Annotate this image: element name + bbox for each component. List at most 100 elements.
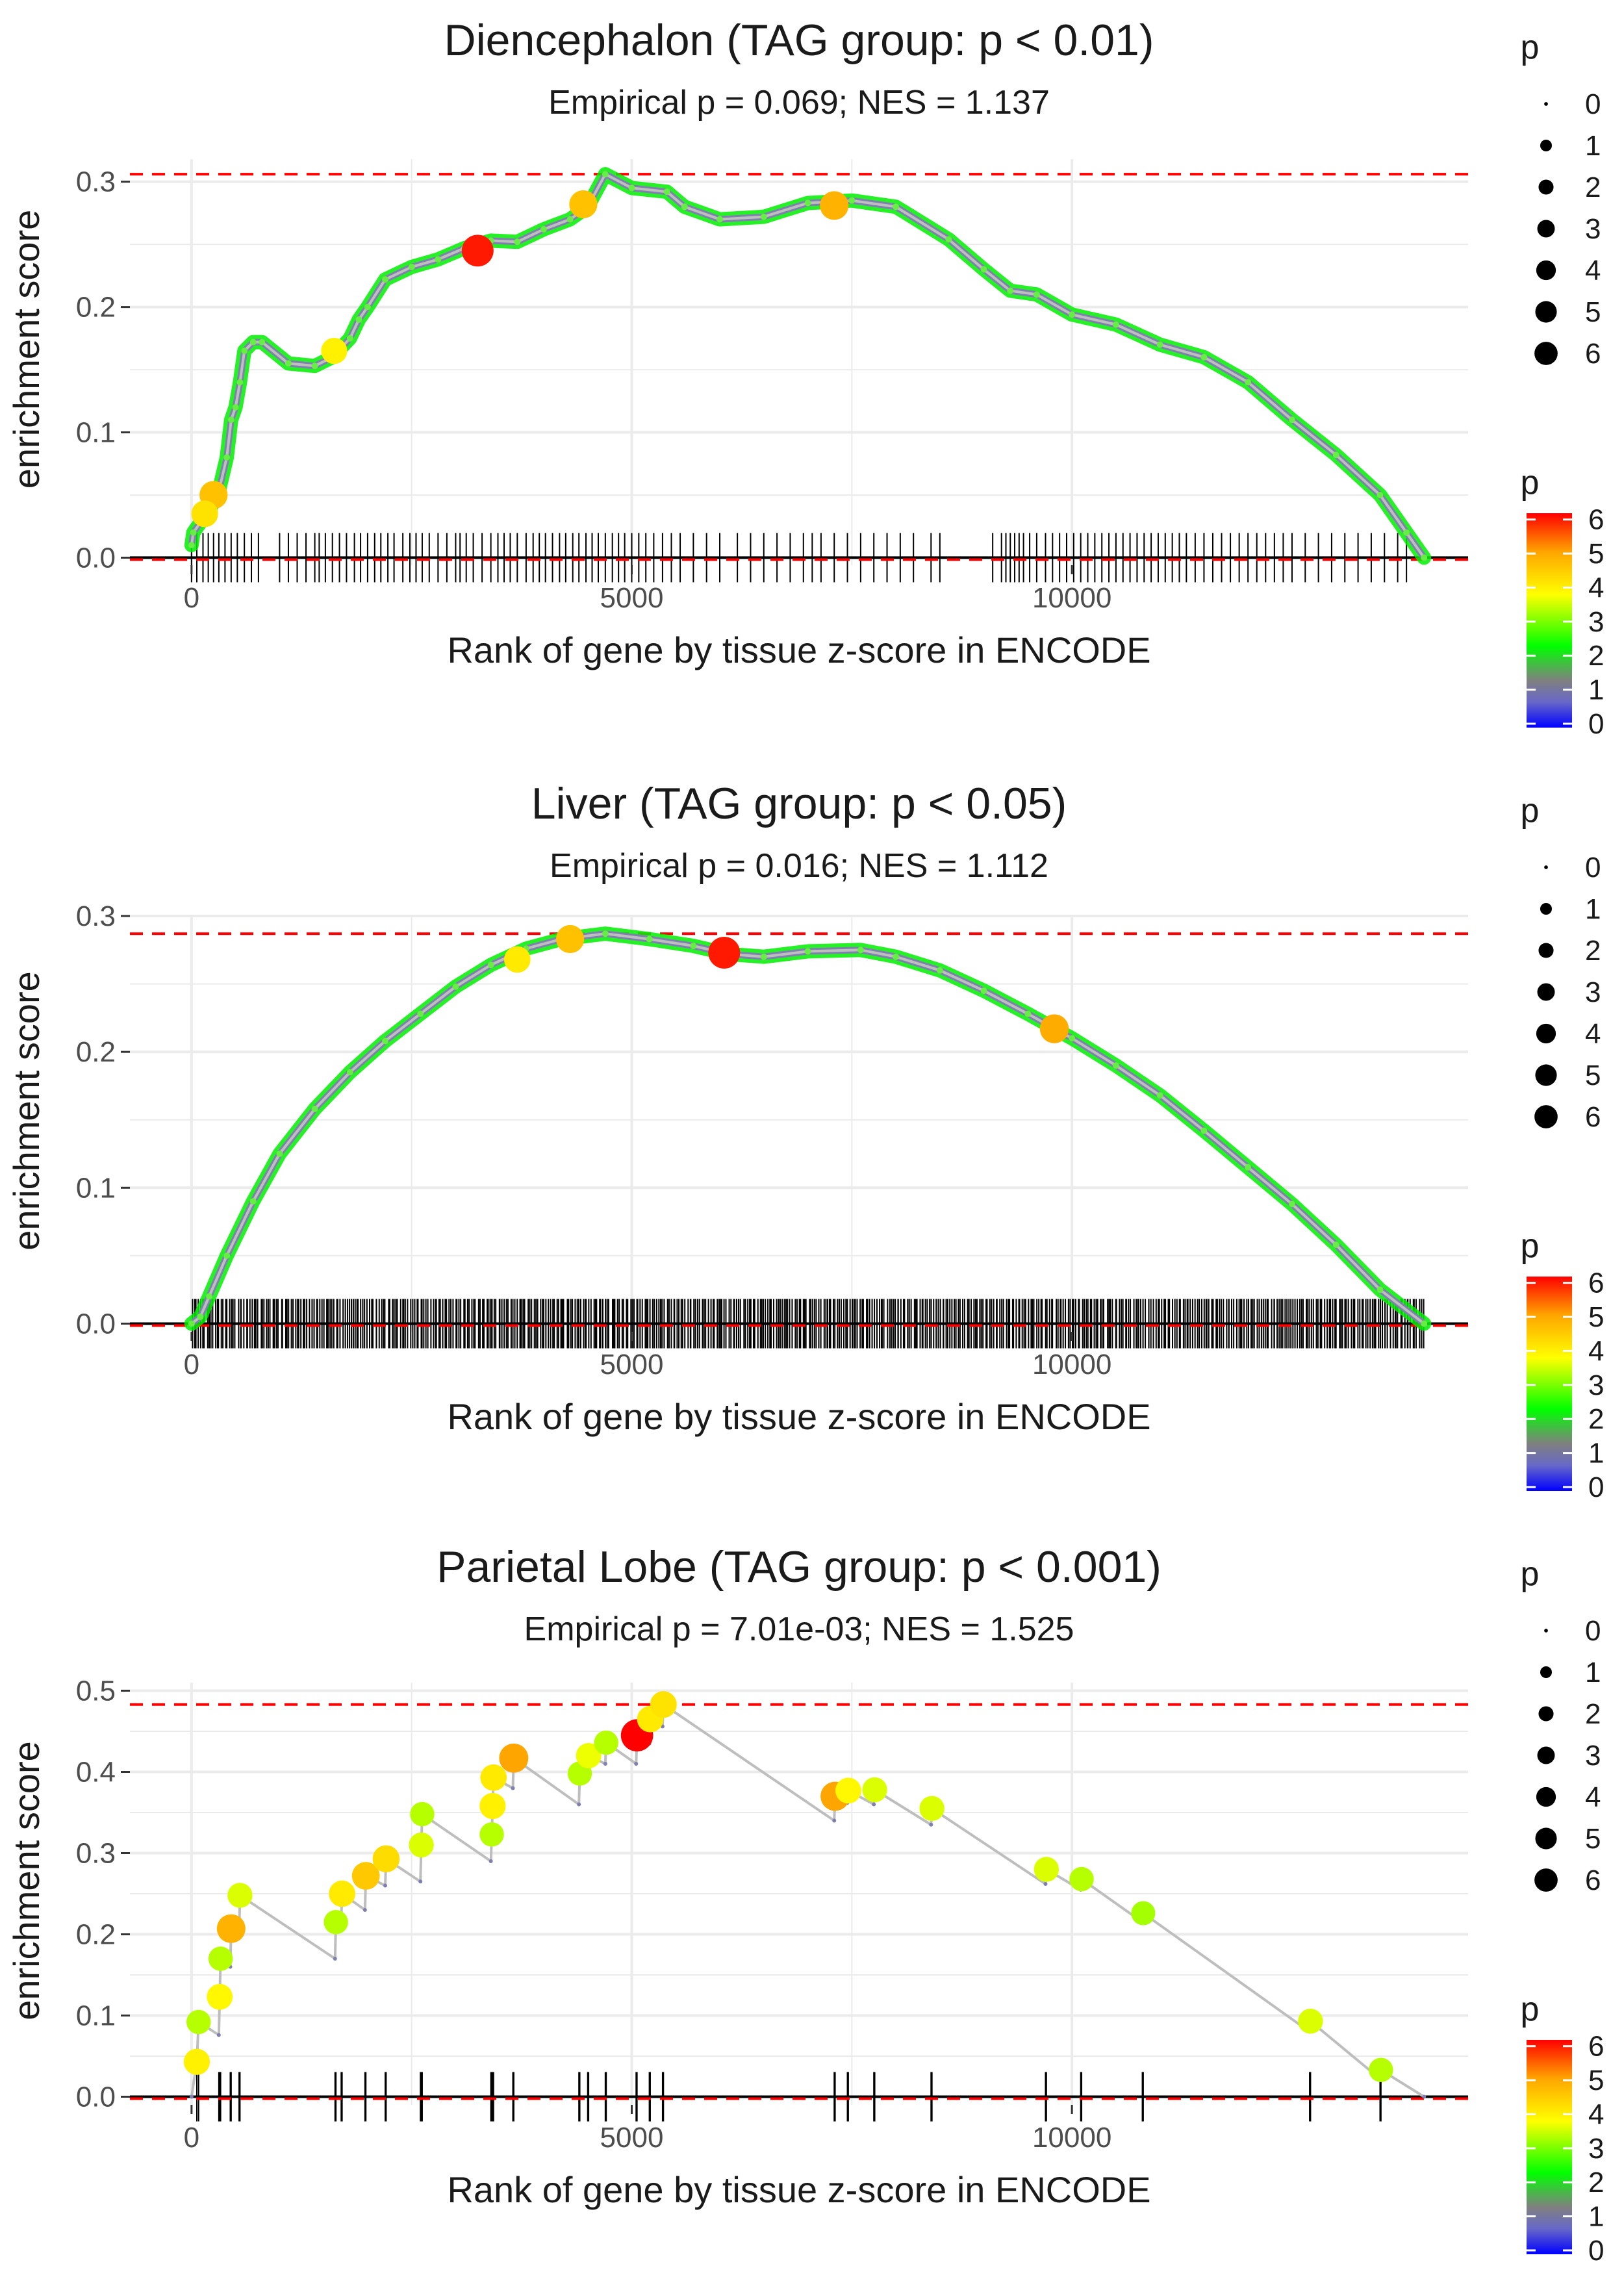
es-point (362, 1908, 367, 1912)
es-point (1288, 1201, 1295, 1208)
es-point (893, 953, 900, 960)
color-legend-label: 3 (1588, 1369, 1604, 1401)
color-legend-label: 0 (1588, 2235, 1604, 2267)
chart-subtitle: Empirical p = 0.016; NES = 1.112 (550, 847, 1048, 885)
low-p-points-band (188, 171, 1428, 561)
es-point (259, 338, 266, 346)
es-point (514, 238, 521, 246)
color-scale-bar (1527, 1277, 1572, 1491)
es-point (872, 1802, 876, 1807)
color-legend-label: 4 (1588, 1335, 1604, 1367)
y-axis-label: enrichment score (6, 1741, 47, 2020)
size-legend-dot (1534, 342, 1558, 365)
size-legend-label: 6 (1585, 338, 1601, 370)
color-legend-label: 6 (1588, 504, 1604, 536)
y-tick-label: 0.0 (76, 542, 116, 574)
es-point (1377, 491, 1384, 498)
es-point (1156, 1092, 1163, 1099)
es-point (1112, 321, 1119, 328)
color-legend-label: 4 (1588, 2098, 1604, 2130)
highlight-point (835, 1777, 861, 1804)
chart-title: Liver (TAG group: p < 0.05) (531, 779, 1067, 828)
highlight-point (479, 1822, 504, 1847)
es-point (540, 226, 547, 233)
size-legend-dot (1538, 1706, 1554, 1722)
es-point (1332, 452, 1339, 459)
size-legend-dot (1535, 1827, 1557, 1850)
es-point (249, 1198, 257, 1205)
color-legend-label: 2 (1588, 2167, 1604, 2198)
es-point (382, 1037, 389, 1045)
es-point (435, 256, 442, 263)
es-point (681, 203, 688, 210)
size-legend-label: 2 (1585, 1698, 1601, 1730)
es-point (577, 1802, 581, 1807)
highlight-point (1069, 1866, 1094, 1892)
size-legend-dot (1536, 1023, 1556, 1044)
x-axis-label: Rank of gene by tissue z-score in ENCODE (447, 2169, 1150, 2210)
x-tick-label: 5000 (600, 2122, 664, 2154)
y-tick-label: 0.2 (76, 1036, 116, 1068)
es-point (1200, 353, 1208, 361)
highlight-point (1131, 1901, 1156, 1926)
enrichment-score-line (190, 932, 1425, 1325)
es-point (197, 1313, 204, 1320)
y-tick-label: 0.0 (76, 1308, 116, 1340)
es-point (487, 961, 494, 969)
x-tick-label: 10000 (1032, 2122, 1111, 2154)
color-legend-label: 0 (1588, 708, 1604, 740)
highlight-point (186, 2009, 211, 2035)
es-point (249, 338, 257, 346)
highlight-point (650, 1691, 677, 1718)
es-point (1112, 1062, 1119, 1069)
es-point (1422, 2094, 1427, 2099)
chart-subtitle: Empirical p = 7.01e-03; NES = 1.525 (524, 1610, 1074, 1648)
color-legend-title: p (1521, 1227, 1540, 1265)
es-point (488, 1859, 493, 1863)
chart-panel-1: Diencephalon (TAG group: p < 0.01) Empiri… (6, 16, 1604, 740)
size-legend-dot (1540, 140, 1552, 151)
x-tick-label: 5000 (600, 1349, 664, 1380)
size-legend-label: 5 (1585, 1060, 1601, 1091)
y-axis-label: enrichment score (6, 210, 47, 489)
es-point (1156, 341, 1163, 348)
color-legend-label: 1 (1588, 674, 1604, 706)
x-axis-label: Rank of gene by tissue z-score in ENCODE (447, 630, 1150, 670)
size-legend-label: 0 (1585, 88, 1601, 120)
es-point (1033, 291, 1040, 298)
es-point (408, 263, 415, 270)
size-legend-dot (1535, 301, 1557, 323)
highlight-point (410, 1801, 435, 1827)
es-point (1069, 311, 1076, 318)
highlight-point (216, 1914, 246, 1943)
size-legend-dot (1537, 983, 1555, 1001)
chart-title: Parietal Lobe (TAG group: p < 0.001) (437, 1542, 1161, 1592)
highlight-point (321, 338, 348, 364)
highlight-point (351, 1862, 380, 1890)
es-point (848, 197, 856, 204)
es-point (1200, 1127, 1208, 1134)
highlight-point (820, 191, 849, 220)
es-point (717, 216, 724, 223)
highlight-point (1034, 1857, 1059, 1882)
es-point (760, 213, 767, 220)
es-point (382, 276, 389, 283)
color-legend-label: 3 (1588, 2133, 1604, 2165)
color-legend-label: 2 (1588, 1403, 1604, 1435)
highlight-point (556, 924, 585, 954)
es-point (188, 542, 195, 549)
y-tick-label: 0.3 (76, 166, 116, 198)
es-point (223, 454, 231, 461)
es-point (236, 379, 244, 386)
es-point (603, 1762, 607, 1766)
es-point (1421, 554, 1428, 561)
es-point (216, 2033, 221, 2037)
es-point (1024, 1010, 1032, 1017)
y-tick-label: 0.1 (76, 1172, 116, 1204)
es-point (205, 1293, 212, 1300)
es-point (566, 216, 574, 223)
